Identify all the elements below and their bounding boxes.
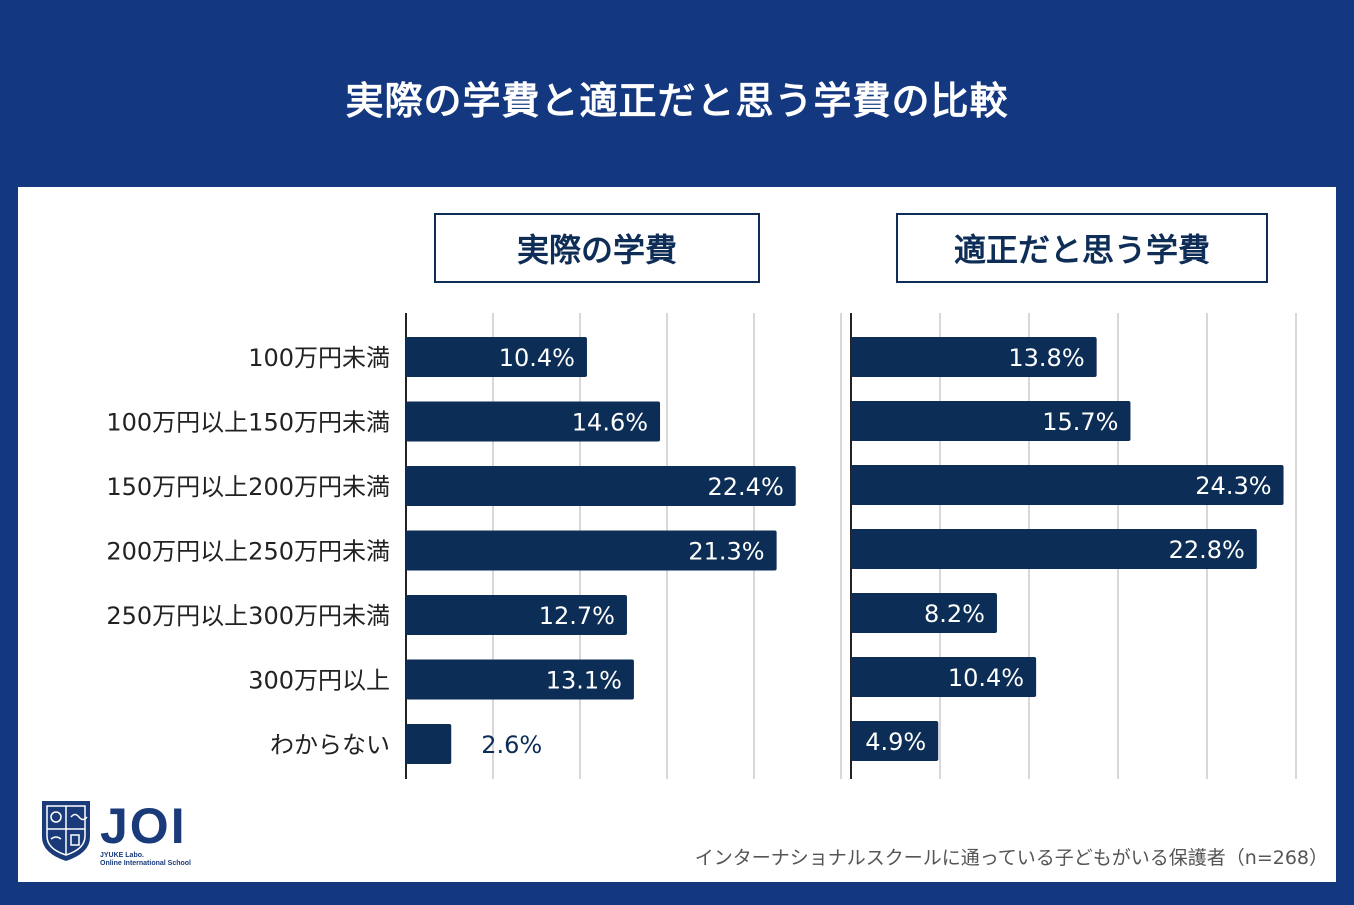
left-bar <box>406 466 796 506</box>
left-data-label: 14.6% <box>572 409 648 437</box>
right-data-label: 8.2% <box>924 600 985 628</box>
left-data-label: 13.1% <box>546 667 622 695</box>
bar-charts: 10.4% 100万円未満 14.6% 100万円以上150万円未満 22.4% 150万… <box>106 313 1297 779</box>
shield-logo-icon <box>42 801 90 861</box>
category-label: 200万円以上250万円未満 <box>106 538 390 566</box>
logo-name: JOI <box>100 798 187 854</box>
page-title: 実際の学費と適正だと思う学費の比較 <box>345 79 1009 123</box>
chart-panel: 実際の学費 適正だと思う学費 10.4% 100万円未満 14.6% 100万円以上1… <box>18 187 1336 882</box>
right-bar <box>851 401 1131 441</box>
right-data-label: 22.8% <box>1169 536 1245 564</box>
category-label: 250万円以上300万円未満 <box>106 602 390 630</box>
right-data-label: 15.7% <box>1042 408 1118 436</box>
right-bar <box>851 721 939 761</box>
joi-logo: JOI JYUKE Labo. Online International Sch… <box>38 797 238 867</box>
left-bar <box>406 595 627 635</box>
logo-subtitle-1: JYUKE Labo. <box>100 852 144 859</box>
right-bar <box>851 337 1097 377</box>
left-bar <box>406 337 587 377</box>
left-bar <box>406 530 777 571</box>
left-data-label: 12.7% <box>539 602 615 630</box>
category-label: 150万円以上200万円未満 <box>106 473 390 501</box>
left-data-label: 22.4% <box>708 473 784 501</box>
right-bar <box>851 593 997 633</box>
right-data-label: 10.4% <box>948 664 1024 692</box>
left-data-label: 2.6% <box>481 731 542 759</box>
left-chart-title: 実際の学費 <box>434 213 760 283</box>
right-bar <box>851 465 1284 505</box>
category-label: わからない <box>270 731 390 759</box>
footnote: インターナショナルスクールに通っている子どもがいる保護者（n=268） <box>694 847 1328 869</box>
left-data-label: 10.4% <box>499 344 575 372</box>
right-chart-title: 適正だと思う学費 <box>896 213 1268 283</box>
left-data-label: 21.3% <box>688 538 764 566</box>
left-bar <box>406 401 661 442</box>
category-label: 300万円以上 <box>248 667 390 695</box>
category-label: 100万円未満 <box>248 344 390 372</box>
left-bar <box>406 659 634 700</box>
category-label: 100万円以上150万円未満 <box>106 409 390 437</box>
right-bar <box>851 529 1257 569</box>
right-data-label: 4.9% <box>865 728 926 756</box>
left-bar <box>406 724 452 764</box>
right-data-label: 24.3% <box>1195 472 1271 500</box>
right-data-label: 13.8% <box>1008 344 1084 372</box>
right-bar <box>851 657 1037 697</box>
logo-subtitle-2: Online International School <box>100 860 192 867</box>
